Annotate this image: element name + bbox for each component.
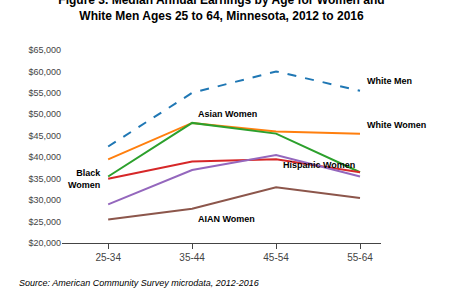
svg-text:$35,000: $35,000 <box>28 174 61 184</box>
svg-text:White Men: White Men <box>367 76 412 86</box>
svg-text:$50,000: $50,000 <box>28 109 61 119</box>
svg-text:$55,000: $55,000 <box>28 88 61 98</box>
svg-text:BlackWomen: BlackWomen <box>68 168 101 190</box>
svg-text:$40,000: $40,000 <box>28 152 61 162</box>
svg-text:Asian Women: Asian Women <box>198 109 257 119</box>
svg-text:AIAN Women: AIAN Women <box>198 214 255 224</box>
svg-text:$20,000: $20,000 <box>28 238 61 248</box>
svg-text:55-64: 55-64 <box>347 252 373 263</box>
svg-text:Figure 3. Median Annual Earnin: Figure 3. Median Annual Earnings by Age … <box>58 0 384 23</box>
svg-text:$30,000: $30,000 <box>28 195 61 205</box>
svg-text:Source: American Community Sur: Source: American Community Survey microd… <box>19 278 259 288</box>
svg-text:45-54: 45-54 <box>263 252 289 263</box>
svg-text:$45,000: $45,000 <box>28 131 61 141</box>
svg-text:$25,000: $25,000 <box>28 217 61 227</box>
svg-text:Hispanic Women: Hispanic Women <box>283 160 355 170</box>
svg-text:$60,000: $60,000 <box>28 67 61 77</box>
svg-text:35-44: 35-44 <box>179 252 205 263</box>
svg-text:$65,000: $65,000 <box>28 45 61 55</box>
svg-text:25-34: 25-34 <box>95 252 121 263</box>
svg-text:White Women: White Women <box>367 120 426 130</box>
